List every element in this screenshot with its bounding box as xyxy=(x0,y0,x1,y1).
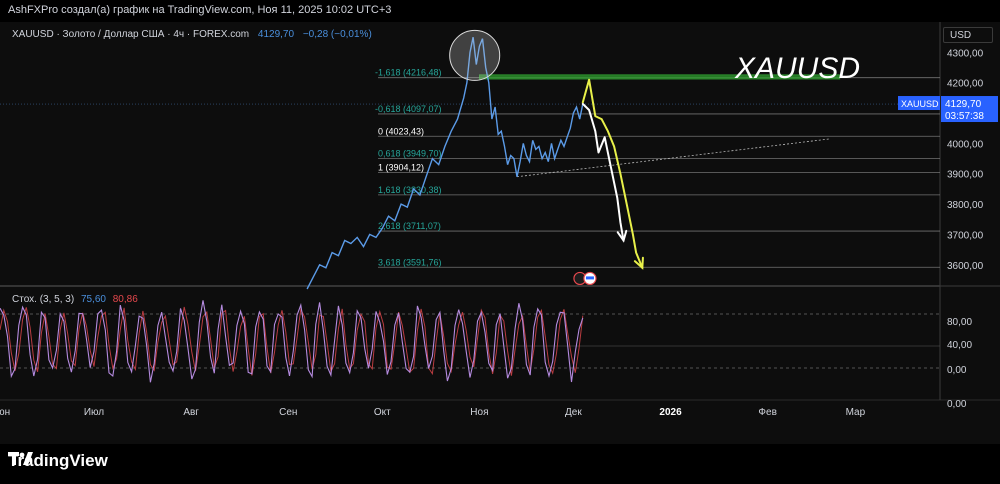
price-tag-countdown: 03:57:38 xyxy=(945,111,984,122)
stoch-label: Стох. (3, 5, 3) xyxy=(12,294,75,305)
time-axis-tick: Ноя xyxy=(470,407,488,418)
stoch-layer xyxy=(0,300,940,383)
time-axis-tick: Сен xyxy=(279,407,297,418)
price-axis-tick: 3900,00 xyxy=(947,170,984,181)
time-axis-tick: Июл xyxy=(84,407,104,418)
stoch-axis-tick: 80,00 xyxy=(947,317,972,328)
stoch-legend: Стох. (3, 5, 3) 75,60 80,86 xyxy=(12,294,138,305)
fib-level-label: 0,618 (3949,70) xyxy=(378,149,442,159)
chart-frame[interactable]: -1,618 (4216,48) -0,618 (4097,07) 0 (4023,… xyxy=(0,22,1000,444)
price-axis-tick: 3600,00 xyxy=(947,261,984,272)
projection-arrow-white xyxy=(581,102,625,242)
fib-level-label: -0,618 (4097,07) xyxy=(375,104,442,114)
price-axis-tick: 4300,00 xyxy=(947,48,984,59)
projection-arrow-yellow-head xyxy=(633,256,644,270)
stoch-k-value: 75,60 xyxy=(80,294,106,305)
grid-layer xyxy=(0,22,1000,401)
time-axis-tick: Июн xyxy=(0,407,10,418)
tradingview-logo-text: TradingView xyxy=(8,451,108,470)
fib-level-label: 1 (3904,12) xyxy=(378,162,424,172)
symbol-title: XAUUSD xyxy=(735,52,861,85)
price-tag-value: 4129,70 xyxy=(945,99,982,110)
legend-price: 4129,70 xyxy=(257,29,295,40)
price-axis-tick: 3800,00 xyxy=(947,200,984,211)
tradingview-logo-icon xyxy=(8,452,33,465)
price-axis-tick: 4000,00 xyxy=(947,139,984,150)
legend-symbol: XAUUSD · Золото / Доллар США · 4ч · FORE… xyxy=(12,29,250,40)
price-tag-symbol-box xyxy=(898,96,940,111)
axis-layer: 4300,004200,004100,004000,003900,003800,… xyxy=(0,48,998,418)
projection-arrow-white-head xyxy=(616,229,628,243)
legend-change: −0,28 (−0,01%) xyxy=(302,29,372,40)
price-line xyxy=(306,37,584,290)
peak-highlight-circle xyxy=(449,29,501,81)
price-tag-box xyxy=(941,96,998,123)
stoch-k-line xyxy=(0,300,584,383)
fib-level-label: 0 (4023,43) xyxy=(378,126,424,136)
time-axis-tick: Фев xyxy=(758,407,776,418)
fib-level-label: 2,618 (3711,07) xyxy=(378,221,441,231)
stoch-axis-tick: 40,00 xyxy=(947,340,972,351)
fib-level-label: -1,618 (4216,48) xyxy=(375,68,442,78)
price-tag-symbol: XAUUSD xyxy=(901,99,939,109)
flag-icon-stripe xyxy=(585,276,594,280)
chart-svg[interactable]: -1,618 (4216,48) -0,618 (4097,07) 0 (4023,… xyxy=(0,22,1000,444)
time-axis-tick: Авг xyxy=(183,407,199,418)
time-axis-tick: Дек xyxy=(565,407,582,418)
projection-layer xyxy=(573,78,644,286)
fib-level-label: 1,618 (3830,38) xyxy=(378,185,442,195)
price-layer xyxy=(0,29,940,290)
chart-legend: XAUUSD · Золото / Доллар США · 4ч · FORE… xyxy=(12,29,372,40)
time-axis-tick: 2026 xyxy=(659,407,682,418)
currency-button[interactable]: USD xyxy=(943,27,993,43)
time-axis-tick: Мар xyxy=(846,407,866,418)
chart-attribution: AshFXPro создал(а) график на TradingView… xyxy=(8,4,392,16)
stoch-d-value: 80,86 xyxy=(112,294,138,305)
stoch-axis-tick: 0,00 xyxy=(947,399,967,410)
price-axis-tick: 3700,00 xyxy=(947,230,984,241)
fib-layer: -1,618 (4216,48) -0,618 (4097,07) 0 (4023,… xyxy=(375,68,940,268)
fib-level-label: 3,618 (3591,76) xyxy=(378,257,442,267)
time-axis-tick: Окт xyxy=(374,407,391,418)
trendline xyxy=(516,138,831,178)
price-axis-tick: 4200,00 xyxy=(947,79,984,90)
tradingview-logo[interactable]: TradingView xyxy=(8,450,108,472)
stoch-axis-tick: 0,00 xyxy=(947,365,967,376)
projection-arrow-yellow xyxy=(581,78,644,269)
resistance-zone xyxy=(478,74,841,80)
